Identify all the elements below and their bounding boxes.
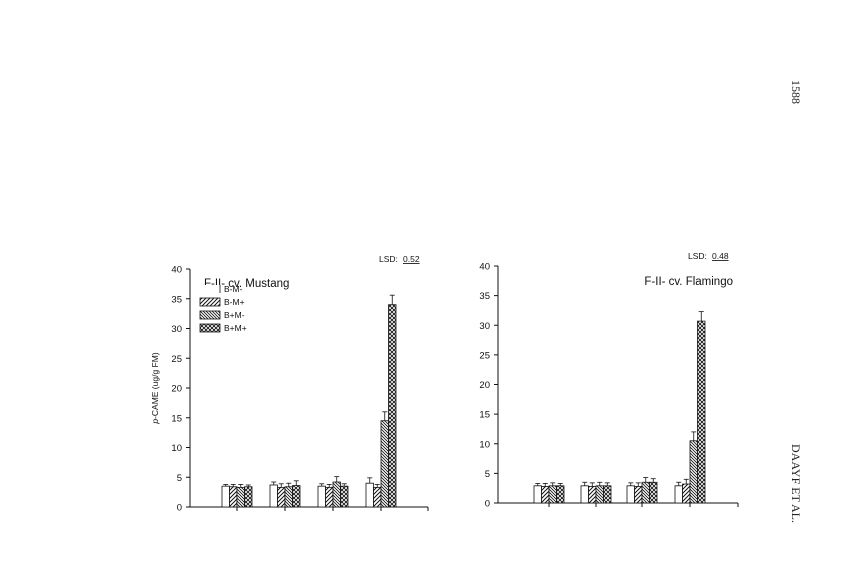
bar: [340, 485, 349, 508]
y-tick-label: 20: [479, 380, 490, 391]
bar: [292, 485, 301, 508]
y-tick-label: 35: [171, 294, 182, 305]
lsd-value: 0.48: [712, 251, 729, 261]
bar: [269, 484, 278, 508]
lsd-label: LSD:: [688, 251, 707, 261]
chart-panel-flamingo: 0 5 10 15 20 25 30 35 40 F-II- cv. Flamingo LSD: 0.…: [479, 251, 739, 510]
legend-entry: B+M-: [224, 310, 245, 320]
bar: [603, 485, 612, 504]
y-tick-label: 40: [171, 265, 182, 276]
bar: [229, 486, 238, 508]
y-tick-label: 15: [479, 410, 490, 421]
y-tick-label: 5: [177, 473, 182, 484]
y-tick-label: 20: [171, 384, 182, 395]
chart-panel-mustang: 0 5 10 15 20 25 30 35 40 F-II- cv. Mustang LSD: 0.5…: [150, 254, 429, 514]
y-tick-label: 10: [171, 443, 182, 454]
chart-title: F-II- cv. Flamingo: [644, 276, 733, 288]
bar: [284, 486, 293, 508]
y-tick-label: 5: [485, 469, 490, 480]
y-axis-label-text: -CAME (ug/g FM): [150, 352, 160, 419]
bar: [317, 485, 326, 508]
bar: [533, 485, 542, 504]
bar: [244, 486, 253, 508]
legend-swatch: [200, 285, 220, 293]
bar: [548, 485, 557, 504]
bar: [332, 481, 341, 508]
legend-entry: B-M-: [224, 284, 243, 294]
legend-swatch: [199, 297, 221, 307]
legend-entry: B+M+: [224, 323, 247, 333]
bar: [388, 304, 397, 508]
y-axis-label-italic: p: [150, 419, 160, 425]
legend-swatch: [199, 323, 221, 333]
y-tick-label: 15: [171, 413, 182, 424]
bar: [556, 485, 565, 504]
bar: [365, 482, 374, 508]
bar: [325, 486, 334, 508]
y-tick-label: 0: [177, 503, 182, 514]
lsd-value: 0.52: [403, 254, 420, 264]
bar: [221, 485, 230, 508]
y-tick-label: 0: [485, 499, 490, 510]
y-tick-label: 25: [479, 350, 490, 361]
legend-swatch: [199, 310, 221, 320]
bar: [649, 481, 658, 504]
bar: [595, 485, 604, 504]
bar: [277, 486, 286, 508]
bar: [641, 481, 650, 504]
bar: [588, 486, 597, 504]
bar: [697, 320, 706, 504]
y-tick-label: 25: [171, 354, 182, 365]
legend-entry: B-M+: [224, 297, 245, 307]
y-tick-label: 10: [479, 439, 490, 450]
bar: [674, 485, 683, 504]
running-head: DAAYF ET AL.: [789, 444, 803, 524]
page-number: 1588: [789, 80, 803, 104]
y-axis-label: p-CAME (ug/g FM): [150, 352, 160, 424]
bar: [373, 486, 382, 508]
y-tick-label: 35: [479, 291, 490, 302]
bar: [541, 486, 550, 504]
bar: [626, 485, 635, 504]
y-tick-label: 30: [171, 324, 182, 335]
y-tick-label: 40: [479, 262, 490, 273]
y-tick-label: 30: [479, 321, 490, 332]
chart-title: F-II- cv. Mustang: [204, 278, 289, 290]
bar: [580, 485, 589, 504]
bar: [380, 420, 389, 508]
lsd-label: LSD:: [379, 254, 398, 264]
bar: [682, 483, 691, 504]
bar: [689, 440, 698, 504]
bar: [634, 486, 643, 504]
bar: [236, 486, 245, 508]
